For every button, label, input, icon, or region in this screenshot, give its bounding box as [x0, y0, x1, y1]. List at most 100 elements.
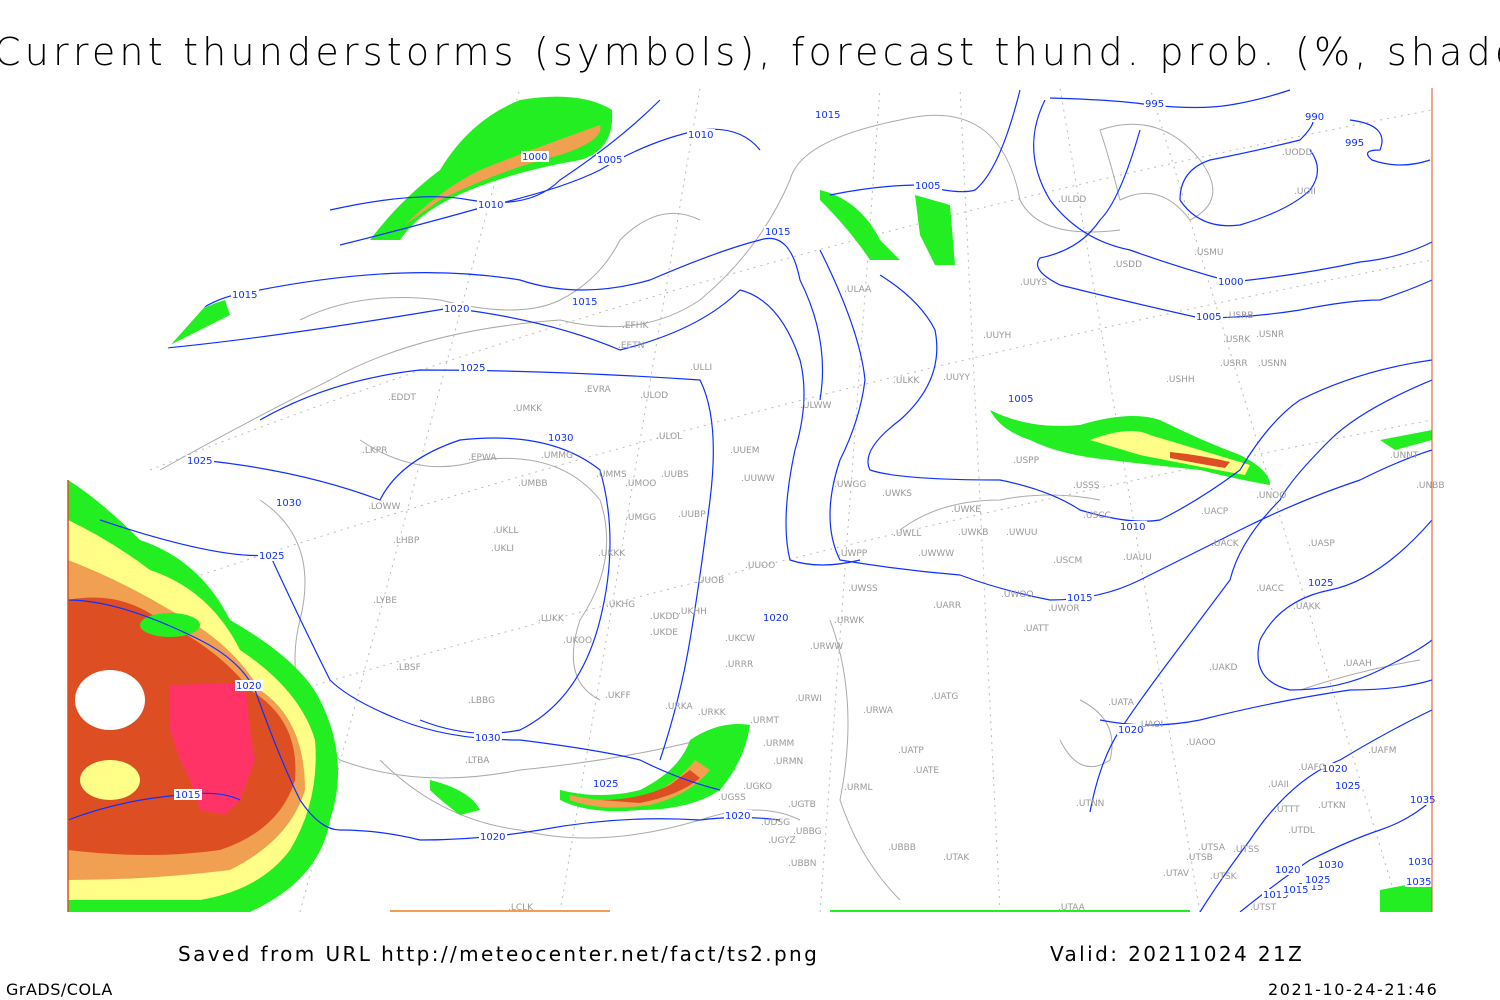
isobar-label-bg [1274, 864, 1302, 875]
isobar-label: 1020 [1322, 764, 1347, 775]
isobar-label-bg [1217, 276, 1245, 287]
station-label: .UACP [1201, 507, 1229, 517]
station-label: .UGYZ [768, 836, 796, 846]
station-label: .UUYY [943, 373, 971, 383]
station-label: .UWGG [834, 480, 866, 490]
isobar-label-bg [724, 810, 752, 821]
isobar-label-bg [596, 154, 624, 165]
isobar-label-bg [459, 362, 487, 373]
station-label: .UWLL [893, 529, 921, 539]
station-label: .UUBS [661, 470, 689, 480]
isobar-label-bg [1344, 137, 1366, 148]
station-label: .URML [844, 783, 872, 793]
isobar-label: 1020 [725, 811, 750, 822]
station-label: .UUBP [678, 510, 706, 520]
station-label: .EFHK [622, 321, 649, 331]
station-label: .UACC [1256, 584, 1284, 594]
isobar-label: 1020 [1118, 725, 1143, 736]
station-label: .UTAK [943, 853, 970, 863]
station-label: .UAAH [1343, 659, 1372, 669]
isobar-label-bg [1304, 111, 1326, 122]
station-label: .UATE [913, 766, 939, 776]
station-label: .UBBG [793, 827, 822, 837]
isobar-label: 1015 [572, 297, 597, 308]
isobar-label: 1020 [444, 304, 469, 315]
isobar-label-bg [687, 129, 715, 140]
station-label: .USSS [1073, 481, 1100, 491]
prob-area-low [430, 780, 480, 815]
station-label: .UWPP [838, 549, 868, 559]
isobar-label: 1015 [1298, 882, 1323, 893]
isobar-label: 1000 [1218, 277, 1243, 288]
prob-area-low [560, 724, 750, 812]
station-label: .UGSS [718, 793, 746, 803]
station-label: .UGKO [743, 782, 772, 792]
software-credit: GrADS/COLA [6, 980, 113, 999]
station-label: .UMBB [518, 479, 548, 489]
isobar-label-bg [1007, 393, 1035, 404]
isobar-label: 1015 [175, 790, 200, 801]
isobar-label-bg [231, 289, 259, 300]
isobar-label: 1005 [915, 181, 940, 192]
isobar-label-bg [914, 180, 942, 191]
thunderstorm-probability-shading [68, 96, 1432, 912]
isobar-label-bg [477, 199, 505, 210]
station-label: .LOWW [368, 502, 401, 512]
station-label: .URKA [665, 702, 693, 712]
station-label: .UATP [898, 746, 924, 756]
graticule [68, 88, 1432, 912]
station-label: .UKOO [563, 636, 592, 646]
isobar-label-bg [1407, 856, 1435, 867]
station-label: .USNR [1256, 330, 1284, 340]
station-label: .UAKD [1209, 663, 1238, 673]
station-label: .UTSB [1186, 853, 1213, 863]
station-label: .ULOL [656, 432, 682, 442]
coastlines [159, 114, 1421, 901]
station-label: .LYBE [373, 596, 397, 606]
station-label: .UNBB [1416, 481, 1445, 491]
station-label: .UTSA [1198, 843, 1226, 853]
isobar-label-bg [1321, 763, 1349, 774]
station-label: .EPWA [468, 453, 497, 463]
isobar-label-bg [275, 497, 303, 508]
station-label: .LCLK [508, 903, 534, 913]
isobar-label-bg [571, 296, 599, 307]
station-label: .URKK [698, 708, 727, 718]
station-label: .UTSS [1233, 845, 1260, 855]
isobar-label-bg [174, 789, 202, 800]
station-label: .ULDD [1058, 195, 1086, 205]
prob-area-low [160, 300, 230, 345]
isobar-label-bg [1195, 311, 1223, 322]
station-label: .URWA [863, 706, 894, 716]
station-label: .EETN [618, 341, 644, 351]
station-label: .UACK [1211, 539, 1240, 549]
isobar-label-bg [592, 778, 620, 789]
station-label: .UASP [1308, 539, 1335, 549]
isobar-label-bg [1262, 889, 1290, 900]
isobar-label: 1015 [232, 290, 257, 301]
isobar-label-bg [235, 680, 263, 691]
isobar-label: 1020 [480, 832, 505, 843]
isobar-label: 1015 [1283, 885, 1308, 896]
station-label: .UWWW [918, 549, 954, 559]
station-label: .UOII [1294, 187, 1316, 197]
station-label: .UTNN [1076, 799, 1104, 809]
isobar-label: 1025 [460, 363, 485, 374]
station-label: .UWOR [1048, 604, 1080, 614]
station-label: .UAFM [1368, 746, 1397, 756]
isobar-label-bg [1066, 592, 1094, 603]
station-label: .UODD [1282, 148, 1312, 158]
station-label: .UBBB [888, 843, 916, 853]
isobar-label: 1025 [1335, 781, 1360, 792]
isobar-label: 1020 [236, 681, 261, 692]
isobar-label: 1015 [1263, 890, 1288, 901]
isobar-label: 1035 [1410, 795, 1435, 806]
station-label: .UDSG [761, 818, 790, 828]
station-label: .UATG [931, 692, 958, 702]
isobar-label: 1025 [259, 551, 284, 562]
station-label: .UARR [933, 601, 961, 611]
isobar-label: 1015 [815, 110, 840, 121]
station-label: .URRR [725, 660, 753, 670]
isobar-label-bg [1307, 577, 1335, 588]
isobar-label: 1030 [1408, 857, 1433, 868]
